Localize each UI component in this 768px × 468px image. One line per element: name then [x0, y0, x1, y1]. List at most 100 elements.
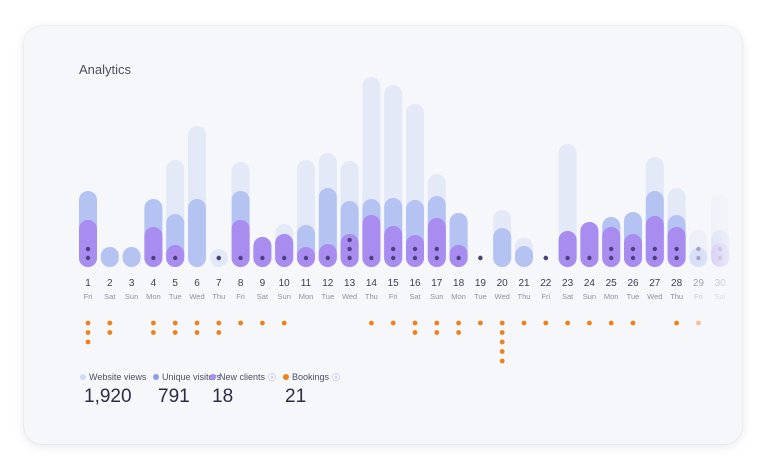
day-number-label: 26 [627, 278, 639, 289]
booking-dot [390, 320, 396, 326]
booking-dot [499, 358, 505, 364]
day-column: 7 Thu [209, 249, 228, 335]
client-marker-dot [565, 255, 570, 261]
info-icon[interactable]: ⓘ [332, 373, 341, 382]
day-column: 16 Sat [406, 104, 424, 335]
client-marker-dot [412, 246, 418, 252]
day-number-label: 17 [431, 278, 443, 289]
client-marker-dot [609, 246, 614, 252]
legend-item: New clients ⓘ [210, 372, 276, 383]
day-column: 1 Fri [79, 191, 97, 345]
client-marker-dot [347, 255, 352, 261]
booking-dot [499, 349, 505, 354]
day-number-label: 9 [260, 278, 266, 289]
booking-dot [499, 330, 505, 335]
client-marker-dot [674, 255, 679, 261]
booking-dot [587, 320, 592, 326]
booking-dot [412, 330, 418, 335]
day-column: 30 Sat [711, 194, 730, 301]
booking-dot [172, 320, 178, 326]
day-column: 9 Sat [253, 237, 272, 326]
legend-label: New clients [219, 372, 266, 382]
weekday-label: Sun [583, 292, 596, 301]
booking-dot [85, 320, 91, 326]
legend-label: Unique visitors [162, 372, 222, 382]
weekday-label: Fri [389, 292, 398, 301]
day-number-label: 1 [85, 278, 91, 289]
booking-dot [172, 330, 178, 335]
legend-value: 21 [285, 386, 307, 407]
booking-dot [151, 320, 156, 326]
new-clients-bar [231, 220, 250, 267]
weekday-label: Sun [125, 292, 138, 301]
page-title: Analytics [79, 62, 132, 77]
day-column: 8 Fri [231, 162, 250, 326]
weekday-label: Wed [495, 292, 510, 301]
weekday-label: Sat [715, 292, 727, 301]
day-number-label: 10 [279, 278, 291, 289]
weekday-label: Tue [474, 292, 487, 301]
weekday-label: Mon [604, 292, 619, 301]
unique-visitors-bar [493, 228, 512, 267]
info-icon[interactable]: ⓘ [268, 373, 277, 382]
day-number-label: 27 [649, 278, 661, 289]
weekday-label: Wed [189, 292, 204, 301]
booking-dot [194, 320, 200, 326]
client-marker-dot [630, 255, 636, 261]
booking-dot [521, 320, 527, 326]
new-clients-bar [275, 234, 294, 267]
client-marker-dot [543, 255, 548, 261]
booking-dot [565, 320, 570, 326]
booking-dot [434, 320, 440, 326]
day-column: 18 Mon [449, 213, 468, 335]
client-marker-dot [347, 237, 352, 243]
booking-dot [630, 320, 636, 326]
client-marker-dot [587, 255, 592, 261]
booking-dot [260, 320, 265, 326]
unique-visitors-bar [122, 247, 141, 267]
weekday-label: Sat [409, 292, 421, 301]
day-column: 26 Tue [624, 212, 642, 326]
day-column: 23 Sat [558, 144, 577, 326]
client-marker-dot [391, 246, 396, 252]
day-number-label: 6 [194, 278, 200, 289]
analytics-card: Analytics 1 Fri 2 Sat 3 Sun 4 Mon 5 Tue 6 Wed 7 Thu 8 F… [24, 26, 742, 444]
booking-dot [696, 320, 701, 326]
day-column: 28 Thu [667, 188, 686, 326]
client-marker-dot [434, 255, 439, 261]
day-column: 21 Thu [515, 238, 533, 326]
booking-dot [499, 320, 505, 326]
weekday-label: Thu [212, 292, 225, 301]
day-number-label: 4 [151, 278, 157, 289]
weekday-label: Fri [84, 292, 93, 301]
weekday-label: Sat [257, 292, 269, 301]
weekday-label: Mon [299, 292, 314, 301]
client-marker-dot [630, 246, 636, 252]
booking-dot [85, 339, 91, 345]
client-marker-dot [391, 255, 396, 261]
booking-dot [238, 320, 244, 326]
client-marker-dot [347, 246, 352, 252]
new-clients-bar [580, 222, 599, 267]
client-marker-dot [412, 255, 418, 261]
day-column: 4 Mon [144, 199, 163, 335]
day-number-label: 29 [693, 278, 705, 289]
day-number-label: 22 [540, 278, 552, 289]
day-column: 17 Sun [427, 174, 446, 335]
day-column: 22 Fri [540, 255, 552, 326]
booking-dot [216, 330, 222, 335]
day-number-label: 7 [216, 278, 222, 289]
day-number-label: 19 [475, 278, 487, 289]
day-column: 11 Mon [297, 160, 315, 301]
new-clients-bar [558, 231, 577, 267]
legend-label: Website views [89, 372, 147, 382]
legend-value: 791 [158, 386, 190, 407]
new-clients-bar [144, 227, 163, 267]
client-marker-dot [151, 255, 156, 261]
client-marker-dot [434, 246, 439, 252]
booking-dot [107, 320, 113, 326]
weekday-label: Mon [146, 292, 161, 301]
legend-item: Website views [80, 372, 146, 382]
booking-dot [478, 320, 483, 326]
client-marker-dot [718, 255, 723, 261]
